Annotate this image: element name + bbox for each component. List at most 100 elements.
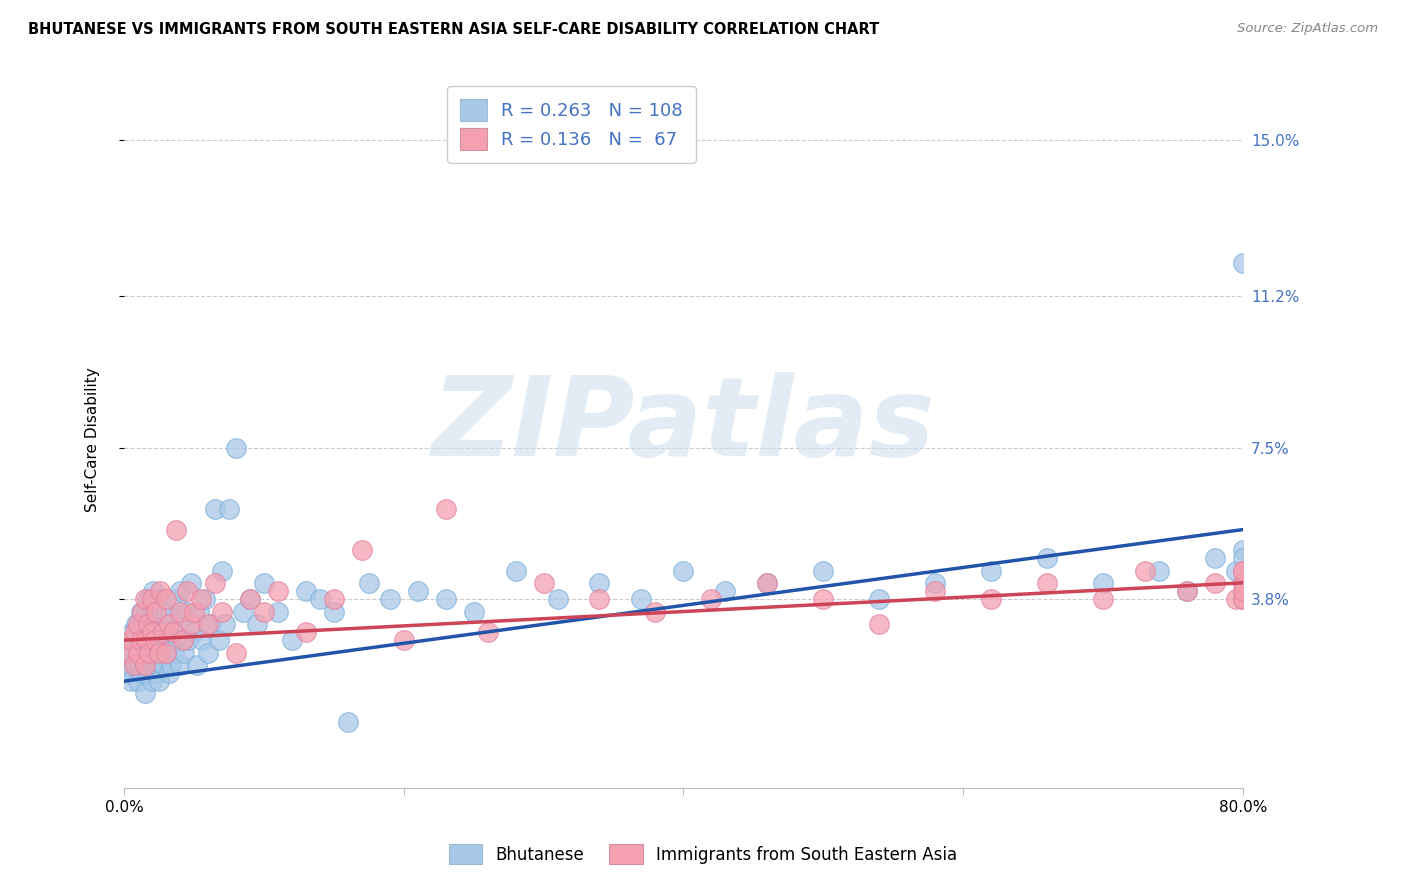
Point [336, 715, 359, 730]
Point [1232, 584, 1254, 599]
Point [148, 592, 170, 607]
Point [127, 646, 149, 660]
Point [1036, 575, 1059, 590]
Point [155, 646, 177, 660]
Point [148, 674, 170, 689]
Point [165, 523, 187, 537]
Point [204, 502, 226, 516]
Point [294, 625, 316, 640]
Point [131, 616, 153, 631]
Point [127, 646, 149, 660]
Point [180, 616, 202, 631]
Point [924, 584, 946, 599]
Point [980, 592, 1002, 607]
Point [1232, 584, 1254, 599]
Point [138, 616, 160, 631]
Point [547, 592, 569, 607]
Point [218, 502, 240, 516]
Point [122, 657, 145, 672]
Text: Source: ZipAtlas.com: Source: ZipAtlas.com [1237, 22, 1378, 36]
Point [172, 616, 194, 631]
Point [135, 633, 157, 648]
Point [145, 605, 167, 619]
Point [136, 616, 159, 631]
Point [136, 665, 159, 680]
Point [588, 592, 610, 607]
Point [186, 657, 208, 672]
Point [141, 592, 163, 607]
Point [644, 605, 666, 619]
Point [406, 584, 429, 599]
Point [169, 605, 191, 619]
Point [162, 625, 184, 640]
Point [322, 592, 344, 607]
Point [267, 605, 290, 619]
Point [208, 633, 231, 648]
Point [143, 605, 166, 619]
Point [128, 657, 150, 672]
Point [294, 584, 316, 599]
Point [756, 575, 779, 590]
Point [138, 646, 160, 660]
Point [165, 592, 187, 607]
Point [117, 646, 139, 660]
Point [1133, 564, 1156, 578]
Point [157, 665, 180, 680]
Point [148, 646, 170, 660]
Point [173, 646, 195, 660]
Point [281, 633, 304, 648]
Point [162, 625, 184, 640]
Point [1232, 543, 1254, 558]
Legend: Bhutanese, Immigrants from South Eastern Asia: Bhutanese, Immigrants from South Eastern… [443, 838, 963, 871]
Point [980, 564, 1002, 578]
Point [125, 616, 148, 631]
Point [1175, 584, 1198, 599]
Point [378, 592, 401, 607]
Point [350, 543, 373, 558]
Point [200, 616, 222, 631]
Point [204, 575, 226, 590]
Point [157, 616, 180, 631]
Point [172, 633, 194, 648]
Point [134, 657, 156, 672]
Y-axis label: Self-Care Disability: Self-Care Disability [86, 367, 100, 512]
Point [1225, 592, 1247, 607]
Point [1232, 575, 1254, 590]
Point [700, 592, 723, 607]
Point [1232, 575, 1254, 590]
Point [1232, 564, 1254, 578]
Point [463, 605, 485, 619]
Point [588, 575, 610, 590]
Point [177, 633, 200, 648]
Point [176, 584, 198, 599]
Point [143, 633, 166, 648]
Point [183, 605, 205, 619]
Point [505, 564, 527, 578]
Point [160, 657, 183, 672]
Point [118, 657, 141, 672]
Point [131, 605, 153, 619]
Point [191, 633, 214, 648]
Point [155, 605, 177, 619]
Point [131, 665, 153, 680]
Point [127, 616, 149, 631]
Point [477, 625, 499, 640]
Point [868, 592, 890, 607]
Point [145, 665, 167, 680]
Point [1092, 592, 1115, 607]
Point [1232, 592, 1254, 607]
Point [714, 584, 737, 599]
Point [357, 575, 380, 590]
Point [156, 633, 179, 648]
Point [1232, 256, 1254, 270]
Point [392, 633, 415, 648]
Point [1225, 564, 1247, 578]
Point [117, 646, 139, 660]
Point [188, 605, 211, 619]
Point [136, 592, 159, 607]
Point [630, 592, 652, 607]
Point [120, 674, 142, 689]
Point [1204, 575, 1226, 590]
Point [1232, 592, 1254, 607]
Point [169, 657, 191, 672]
